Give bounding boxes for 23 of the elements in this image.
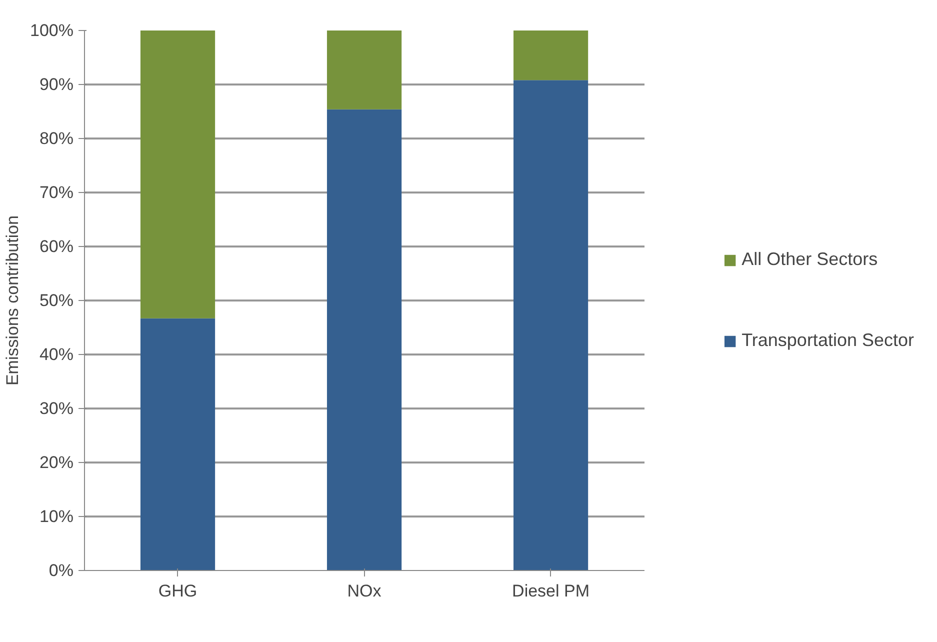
y-tick-label: 80% <box>39 129 74 148</box>
bar <box>326 30 402 110</box>
legend-label: Transportation Sector <box>742 330 914 351</box>
bar <box>513 80 588 570</box>
y-tick-label: 10% <box>39 507 74 526</box>
x-tick-label: Diesel PM <box>512 582 590 600</box>
y-axis-title: Emissions contribution <box>3 215 22 386</box>
y-tick-label: 40% <box>39 345 74 364</box>
x-tick-label: NOx <box>347 582 382 600</box>
bar <box>140 30 216 318</box>
bar <box>513 30 588 80</box>
y-tick-label: 90% <box>39 75 74 94</box>
y-tick-label: 70% <box>39 183 74 202</box>
x-tick-label: GHG <box>158 582 198 600</box>
y-tick-label: 30% <box>39 399 74 418</box>
y-tick-label: 100% <box>30 21 74 40</box>
bar <box>140 318 216 570</box>
y-tick-label: 60% <box>39 237 74 256</box>
bar <box>326 109 402 570</box>
y-tick-label: 0% <box>48 561 74 580</box>
y-tick-label: 50% <box>39 291 74 310</box>
y-tick-label: 20% <box>39 453 74 472</box>
legend-label: All Other Sectors <box>742 249 878 270</box>
